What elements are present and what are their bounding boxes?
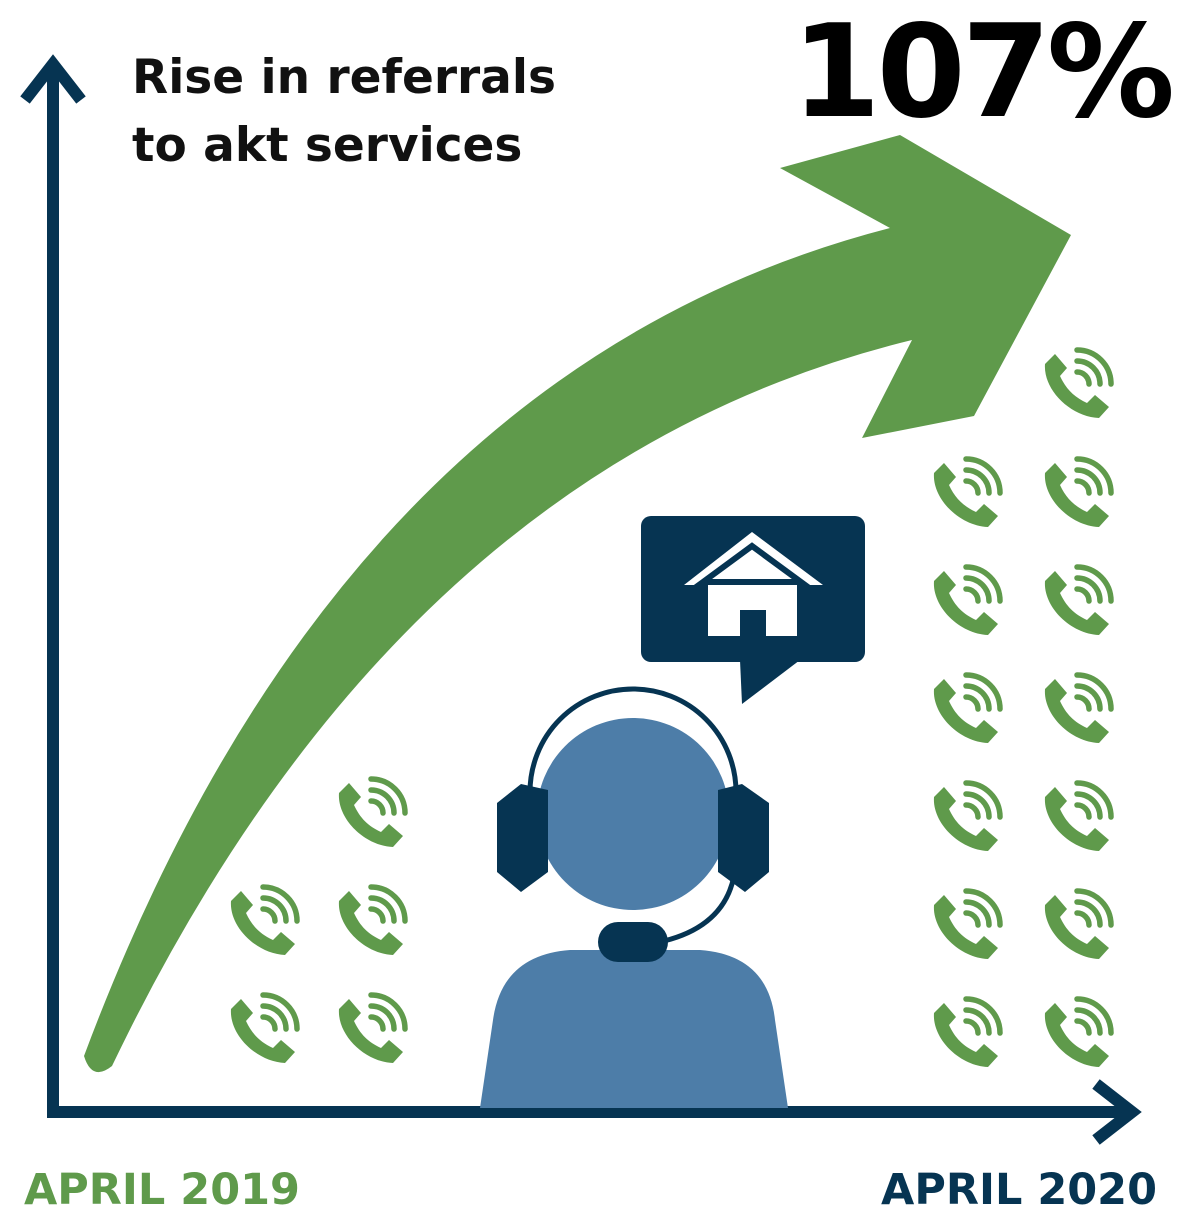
y-axis-arrowhead: [20, 54, 86, 104]
title-line-2: to akt services: [132, 118, 523, 173]
phone-icon: [934, 783, 1000, 851]
phone-icon: [1045, 567, 1111, 635]
phone-icon: [1045, 675, 1111, 743]
phone-icon: [231, 887, 297, 955]
headline-percentage: 107%: [791, 0, 1175, 147]
x-axis-start-label: APRIL 2019: [24, 1165, 300, 1215]
x-axis-arrowhead: [1092, 1079, 1142, 1145]
phone-icon: [339, 995, 405, 1063]
headset-icon: [497, 686, 769, 962]
growth-arrow-icon: [84, 135, 1071, 1073]
phone-icon: [339, 887, 405, 955]
phones-april-2019: [231, 779, 405, 1063]
phone-icon: [934, 675, 1000, 743]
phone-icon: [1045, 459, 1111, 527]
phone-icon: [1045, 783, 1111, 851]
phones-april-2020: [934, 350, 1111, 1067]
phone-icon: [339, 779, 405, 847]
phone-icon: [934, 459, 1000, 527]
phone-icon: [231, 995, 297, 1063]
title-line-1: Rise in referrals: [132, 50, 556, 105]
phone-icon: [1045, 350, 1111, 418]
phone-icon: [934, 891, 1000, 959]
house-icon: [684, 532, 823, 638]
x-axis-end-label: APRIL 2020: [881, 1165, 1157, 1215]
phone-icon: [1045, 891, 1111, 959]
phone-icon: [934, 567, 1000, 635]
phone-icon: [1045, 999, 1111, 1067]
phone-icon: [934, 999, 1000, 1067]
chart-title: Rise in referrals to akt services: [132, 44, 556, 180]
person-icon: [480, 718, 788, 1108]
